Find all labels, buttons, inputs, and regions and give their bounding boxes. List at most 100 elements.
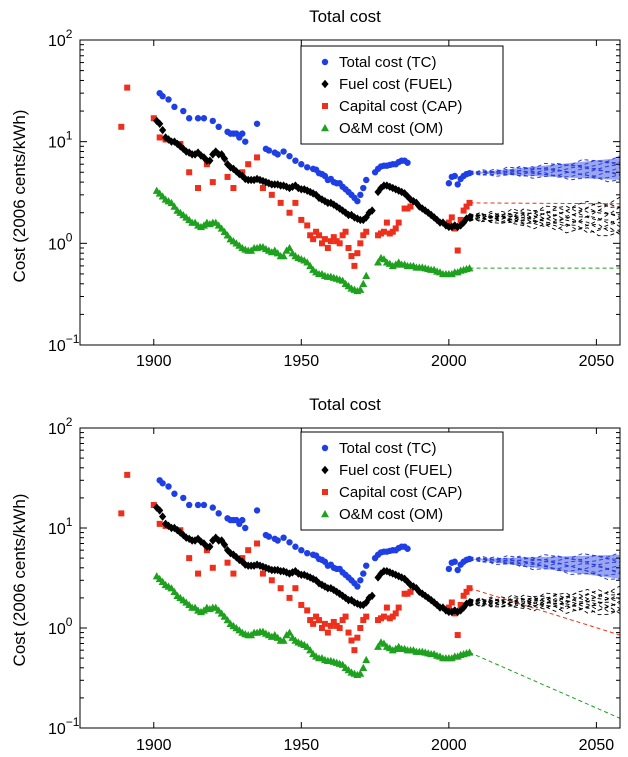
- om-point: [374, 258, 383, 266]
- cap-point: [304, 222, 311, 229]
- fuel-point: [430, 213, 438, 222]
- fuel-point: [406, 195, 415, 204]
- axes-frame: [79, 39, 621, 346]
- y-tick-label: 100: [48, 230, 73, 253]
- cap-point: [186, 169, 193, 176]
- y-tick-label: 10−1: [48, 715, 80, 738]
- cap-point: [254, 154, 261, 161]
- fuel-point: [333, 587, 341, 597]
- cap-point: [268, 577, 275, 584]
- cap-point: [445, 604, 452, 611]
- tc-point: [354, 197, 361, 205]
- om-point: [279, 252, 288, 260]
- cap-point: [351, 262, 358, 269]
- tc-point: [253, 507, 261, 514]
- fuel-point: [365, 208, 373, 217]
- tc-point: [265, 147, 273, 154]
- cap-point: [345, 629, 352, 636]
- om-point: [362, 271, 371, 279]
- fuel-point: [330, 200, 338, 209]
- cap-point: [321, 620, 328, 627]
- tc-point: [215, 123, 222, 131]
- tc-forecast-path: [469, 556, 620, 576]
- fuel-point: [377, 183, 385, 193]
- fuel-point: [395, 571, 403, 581]
- fuel-point: [433, 600, 441, 610]
- tc-point: [292, 543, 299, 550]
- cap-point: [460, 207, 467, 214]
- cap-point: [463, 588, 470, 595]
- x-tick-label: 2000: [431, 353, 467, 370]
- cap-point: [298, 601, 305, 608]
- cap-point: [286, 594, 293, 601]
- om-point: [170, 587, 179, 596]
- cap-point: [118, 510, 125, 517]
- cap-point: [277, 585, 284, 592]
- chart-top-ylabel: Cost (2006 cents/kWh): [10, 110, 29, 283]
- y-tick-label: 101: [48, 129, 73, 152]
- tc-point: [180, 107, 187, 115]
- cap-forecast-line: [469, 202, 620, 205]
- cap-point: [298, 216, 305, 223]
- tc-legend-label: Total cost (TC): [339, 54, 437, 71]
- fuel-point: [300, 185, 308, 194]
- x-tick-label: 2050: [579, 353, 615, 370]
- cap-point: [395, 604, 402, 611]
- cap-point: [316, 232, 323, 239]
- fuel-forecast-path: [469, 215, 620, 233]
- fuel-point: [235, 555, 243, 565]
- fuel-forecast-path: [469, 214, 620, 225]
- fuel-point: [209, 150, 217, 159]
- cap-point: [463, 203, 470, 210]
- cap-point: [354, 634, 361, 641]
- tc-forecast-path: [469, 552, 620, 561]
- x-tick-label: 1900: [136, 737, 172, 754]
- tc-point: [466, 555, 473, 563]
- tc-point: [215, 510, 222, 517]
- fuel-point: [176, 528, 184, 537]
- tc-forecast-path: [469, 557, 620, 573]
- cap-point: [354, 250, 361, 257]
- tc-point: [171, 103, 178, 111]
- cap-point: [389, 228, 396, 235]
- fuel-point: [220, 154, 229, 163]
- tc-point: [274, 151, 281, 158]
- cap-point: [348, 637, 355, 644]
- cap-point: [224, 173, 231, 180]
- cap-point: [318, 240, 325, 247]
- cap-point: [330, 618, 337, 625]
- tc-forecast-path: [469, 170, 620, 179]
- fuel-point: [415, 587, 423, 597]
- fuel-point: [220, 540, 229, 549]
- cap-point: [363, 228, 370, 235]
- tc-point: [209, 117, 216, 125]
- om-point: [359, 279, 368, 287]
- cap-legend-marker: [322, 489, 328, 495]
- cap-point: [357, 625, 364, 631]
- tc-point: [194, 501, 202, 509]
- fuel-point: [392, 570, 400, 580]
- cap-point: [392, 610, 399, 617]
- tc-point: [298, 546, 305, 554]
- cap-point: [224, 559, 231, 566]
- fuel-forecast-path: [469, 598, 620, 608]
- fuel-point: [223, 545, 232, 555]
- tc-point: [357, 577, 364, 584]
- fuel-point: [274, 565, 282, 575]
- tc-point: [445, 565, 453, 573]
- cap-point: [245, 547, 252, 554]
- fuel-point: [442, 221, 450, 230]
- tc-point: [242, 524, 249, 532]
- tc-point: [466, 169, 473, 177]
- om-point: [223, 231, 232, 239]
- y-tick-label: 102: [48, 27, 73, 50]
- tc-point: [209, 504, 216, 511]
- cap-point: [360, 617, 367, 624]
- om-point: [306, 261, 315, 270]
- fuel-point: [403, 577, 412, 586]
- fuel-point: [353, 599, 361, 608]
- fuel-point: [312, 576, 320, 585]
- fuel-point: [285, 569, 294, 578]
- fuel-point: [253, 560, 261, 569]
- fuel-point: [415, 202, 423, 211]
